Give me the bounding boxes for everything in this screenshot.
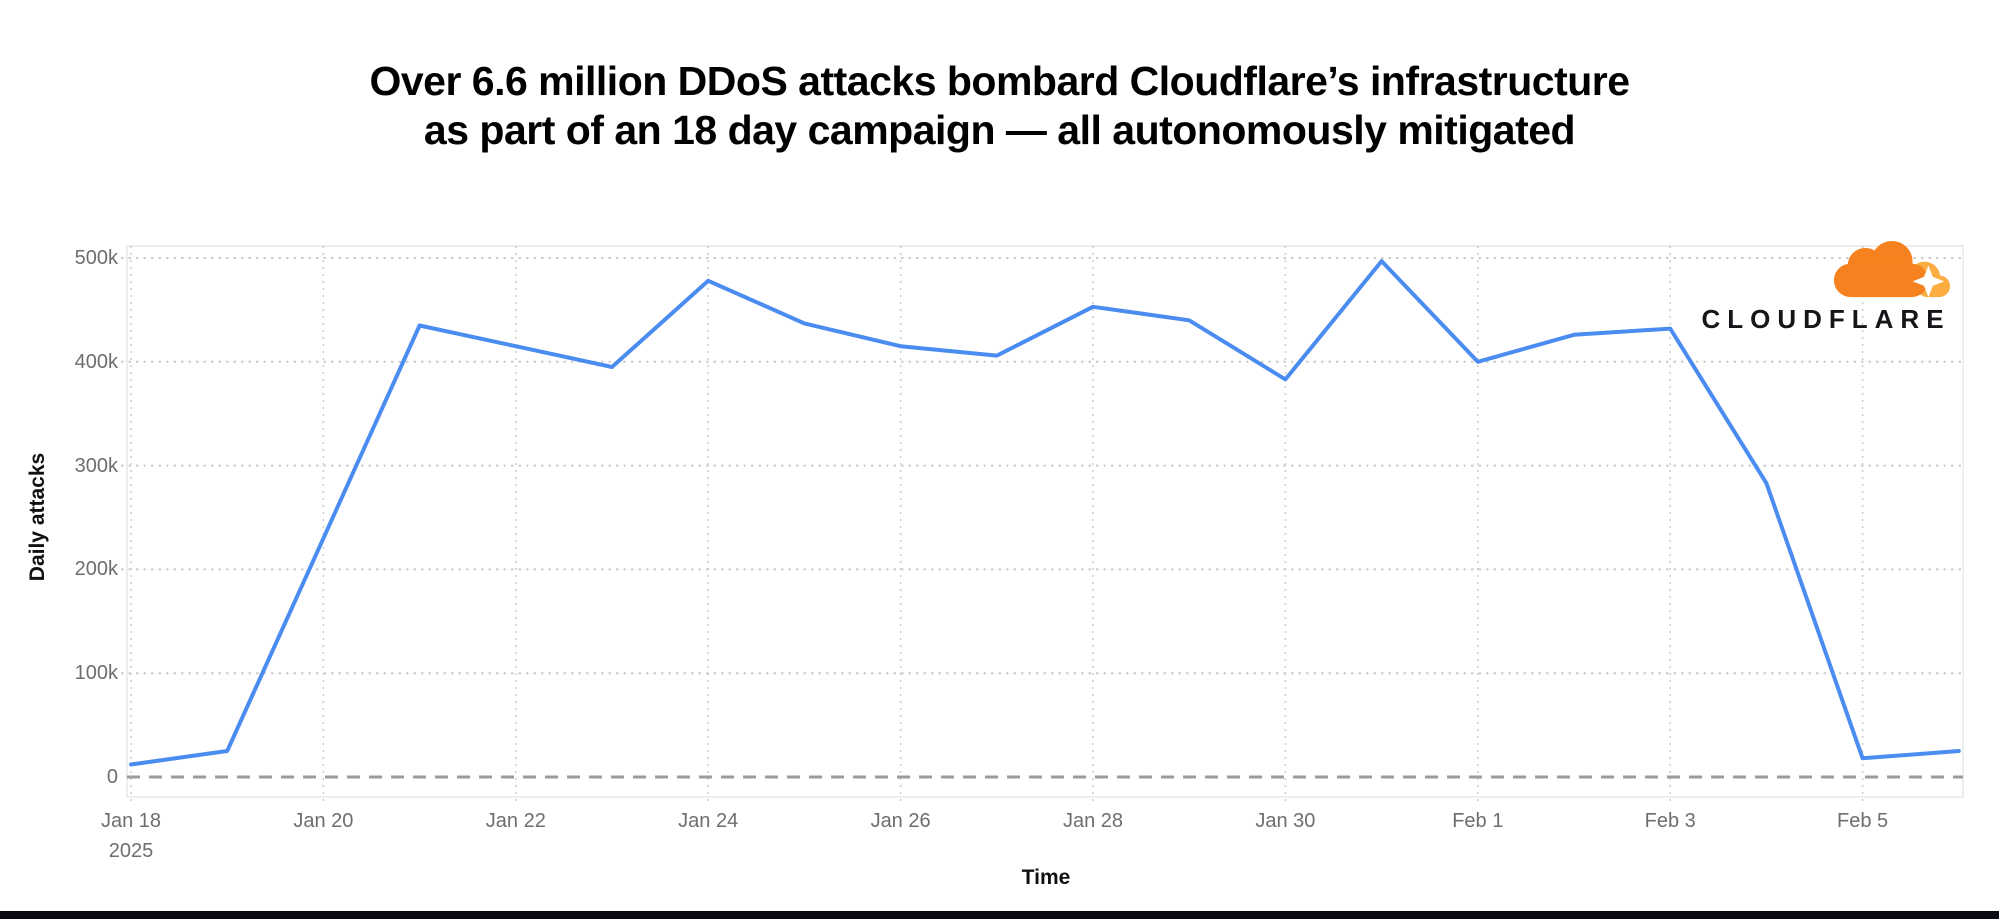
x-tick-label: Jan 24 — [678, 810, 739, 832]
cloudflare-wordmark: CLOUDFLARE — [1701, 304, 1951, 334]
x-axis-title: Time — [1021, 866, 1071, 889]
x-tick-label: Feb 1 — [1452, 810, 1504, 832]
y-tick-label: 200k — [74, 558, 118, 581]
page-title: Over 6.6 million DDoS attacks bombard Cl… — [0, 57, 1999, 155]
x-tick-label: Jan 20 — [293, 810, 354, 832]
x-tick-label: Jan 18 2025 — [51, 806, 211, 866]
title-line-1: Over 6.6 million DDoS attacks bombard Cl… — [369, 58, 1630, 105]
x-tick-label: Jan 26 — [870, 810, 931, 832]
y-tick-label: 0 — [106, 766, 118, 788]
x-tick-label: Jan 30 — [1255, 810, 1316, 832]
y-tick-label: 300k — [74, 454, 118, 477]
y-tick-label: 400k — [74, 350, 118, 373]
x-tick-label: Feb 3 — [1644, 810, 1696, 832]
title-line-2: as part of an 18 day campaign — all auto… — [423, 107, 1576, 154]
x-tick-label: Feb 5 — [1837, 810, 1889, 832]
x-tick-label: Jan 22 — [485, 810, 546, 832]
y-tick-labels: 0 100k 200k 300k 400k 500k — [0, 0, 118, 919]
attacks-line-series — [129, 259, 1961, 767]
y-tick-label: 500k — [74, 247, 118, 269]
footer-accent-bar — [0, 911, 1999, 919]
x-tick-year: 2025 — [108, 840, 154, 862]
plot-border — [126, 245, 1964, 798]
x-tick-label: Jan 28 — [1062, 810, 1124, 832]
cloudflare-cloud-icon — [1833, 240, 1951, 298]
cloudflare-logo: CLOUDFLARE — [1690, 238, 1962, 334]
y-tick-label: 100k — [74, 662, 118, 685]
